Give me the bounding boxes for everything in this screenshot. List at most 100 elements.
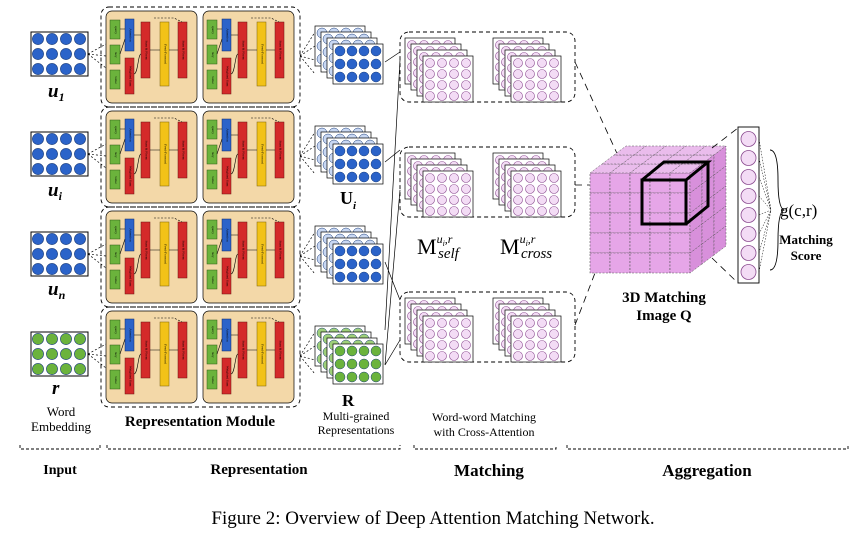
svg-text:value: value (114, 176, 118, 184)
enc-value-block (206, 269, 218, 290)
enc-query-block (109, 319, 121, 340)
embedding-unit (32, 133, 44, 145)
embedding-unit (74, 148, 86, 160)
svg-text:key: key (211, 152, 215, 157)
svg-text:query: query (211, 226, 215, 234)
cube-voxel (629, 252, 651, 274)
svg-text:key: key (114, 152, 118, 157)
M-self-label: Mui,r self (417, 232, 461, 262)
svg-text:Attention: Attention (226, 228, 230, 241)
embedding-unit (74, 333, 86, 345)
representation-module: query key value Attention Weighted Sum Sum & … (100, 6, 316, 108)
enc-feed-forward-block (256, 21, 267, 87)
row-label-u1: u1 (48, 81, 65, 104)
matching-score-label-1: Matching (779, 232, 833, 247)
embedding-unit (46, 263, 58, 275)
figure-caption: Figure 2: Overview of Deep Attention Mat… (211, 508, 654, 529)
embedding-unit (46, 63, 58, 75)
representation-module: query key value Attention Weighted Sum Sum & … (100, 306, 316, 408)
embedding-unit (74, 133, 86, 145)
svg-text:value: value (211, 276, 215, 284)
svg-text:Sum & Norm: Sum & Norm (182, 140, 186, 159)
svg-text:ui: ui (48, 180, 63, 203)
embedding-unit (32, 63, 44, 75)
cube-voxel (649, 232, 671, 254)
svg-text:Sum & Norm: Sum & Norm (242, 340, 246, 359)
enc-feed-forward-block (256, 321, 267, 387)
embedding-unit (74, 63, 86, 75)
module-dashed-border (100, 6, 301, 108)
svg-text:query: query (114, 226, 118, 234)
enc-key-block (109, 144, 121, 165)
enc-key-block (109, 44, 121, 65)
U-i-label: Ui (340, 188, 357, 212)
enc-feed-forward-block (159, 321, 170, 387)
svg-text:Feed-Forward: Feed-Forward (164, 244, 168, 264)
representation-stack (314, 25, 384, 85)
svg-text:value: value (114, 276, 118, 284)
svg-text:Feed-Forward: Feed-Forward (261, 344, 265, 364)
svg-text:Feed-Forward: Feed-Forward (261, 144, 265, 164)
embedding-unit (32, 48, 44, 60)
svg-text:Weighted Sum: Weighted Sum (129, 366, 133, 387)
enc-key-block (109, 344, 121, 365)
svg-text:Sum & Norm: Sum & Norm (145, 240, 149, 259)
cube-voxel (669, 252, 691, 274)
embedding-unit (32, 148, 44, 160)
multi-grained-label-2: Representations (318, 423, 395, 437)
embedding-unit (46, 348, 58, 360)
word-embedding-label-1: Word (47, 404, 76, 419)
M-cross-label: Mui,r cross (500, 232, 552, 262)
svg-text:Weighted Sum: Weighted Sum (129, 66, 133, 87)
embedding-unit (46, 133, 58, 145)
embedding-unit (32, 33, 44, 45)
svg-text:key: key (114, 252, 118, 257)
cube-voxel (649, 172, 671, 194)
svg-text:Attention: Attention (129, 28, 133, 41)
svg-text:Weighted Sum: Weighted Sum (226, 166, 230, 187)
svg-text:value: value (114, 376, 118, 384)
matching-score-label-2: Score (791, 248, 822, 263)
multi-grained-stacks (314, 25, 401, 385)
svg-text:query: query (211, 326, 215, 334)
embedding-matrix (30, 131, 107, 177)
svg-text:query: query (114, 326, 118, 334)
svg-text:key: key (114, 352, 118, 357)
cube-voxel (609, 252, 631, 274)
representation-stack (314, 125, 384, 185)
module-dashed-border (100, 306, 301, 408)
enc-weighted-sum-block (124, 57, 135, 95)
embedding-unit (74, 233, 86, 245)
representation-module-label: Representation Module (125, 414, 275, 430)
svg-text:r: r (52, 378, 60, 399)
embedding-unit (32, 363, 44, 375)
cube-voxel (609, 172, 631, 194)
cube-voxel (629, 232, 651, 254)
embedding-unit (60, 133, 72, 145)
stage-matching: Matching (454, 461, 524, 480)
cube-voxel (669, 232, 691, 254)
g-cr-label: g(c,r) (780, 201, 817, 220)
matching-dashed-border (399, 291, 576, 363)
enc-key-block (206, 344, 218, 365)
matching-group (399, 291, 576, 363)
enc-query-block (206, 319, 218, 340)
svg-text:value: value (211, 376, 215, 384)
svg-text:Feed-Forward: Feed-Forward (261, 44, 265, 64)
representation-module: query key value Attention Weighted Sum Sum & … (100, 206, 316, 308)
cube-voxel (629, 192, 651, 214)
stage-bracket (566, 445, 849, 450)
embedding-unit (60, 33, 72, 45)
stage-representation: Representation (210, 462, 308, 478)
embedding-unit (32, 348, 44, 360)
enc-feed-forward-block (256, 221, 267, 287)
row-label-ui: ui (48, 180, 63, 203)
svg-text:u1: u1 (48, 81, 65, 104)
svg-text:Sum & Norm: Sum & Norm (182, 340, 186, 359)
enc-feed-forward-block (159, 21, 170, 87)
embedding-unit (60, 333, 72, 345)
svg-text:Sum & Norm: Sum & Norm (279, 140, 283, 159)
enc-query-block (206, 119, 218, 140)
svg-text:value: value (211, 176, 215, 184)
svg-text:Attention: Attention (129, 328, 133, 341)
